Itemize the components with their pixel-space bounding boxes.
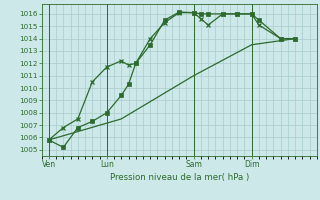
X-axis label: Pression niveau de la mer( hPa ): Pression niveau de la mer( hPa ) [109,173,249,182]
